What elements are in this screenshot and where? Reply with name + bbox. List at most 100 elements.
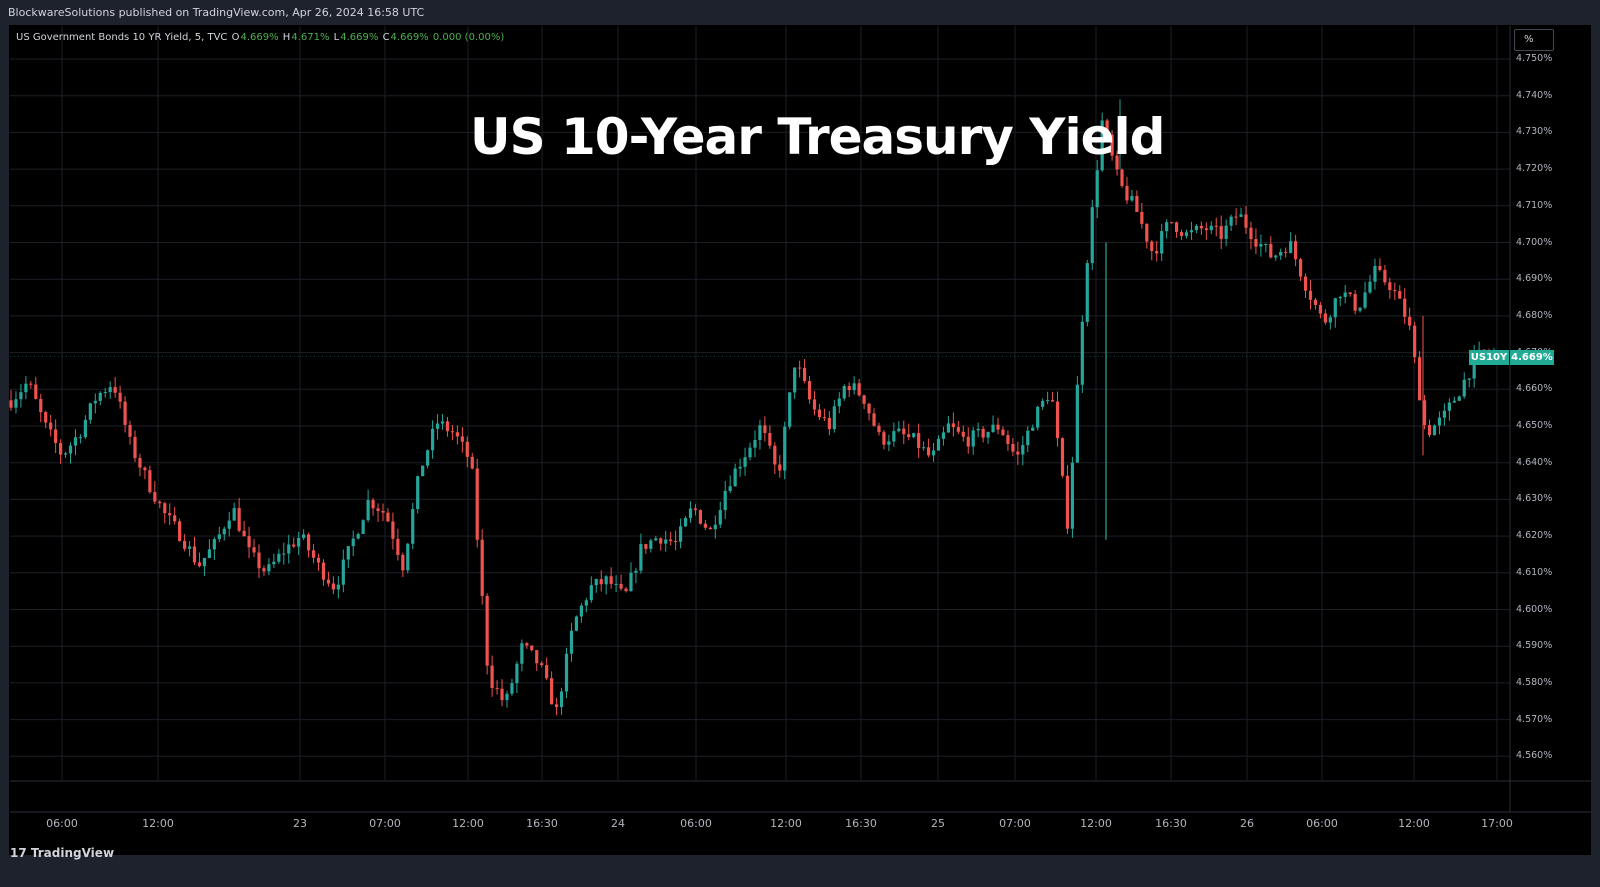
candle-body-up <box>217 534 221 540</box>
chart-panel[interactable] <box>9 25 1591 855</box>
y-tick-label: 4.750% <box>1516 53 1553 64</box>
y-tick-label: 4.710% <box>1516 199 1553 211</box>
candle-body-up <box>63 453 68 455</box>
candle-body-down <box>44 412 48 423</box>
candle-body-down <box>1050 400 1055 402</box>
candle-body-down <box>708 527 712 530</box>
candle-body-up <box>1026 430 1030 446</box>
candle-body-down <box>822 417 827 419</box>
candle-body-up <box>1452 400 1456 403</box>
candle-body-down <box>961 431 965 437</box>
candle-body-up <box>1442 410 1447 418</box>
candle-body-up <box>991 424 995 432</box>
candle-body-up <box>688 508 693 519</box>
candle-body-down <box>619 583 623 589</box>
candle-body-down <box>1323 313 1327 323</box>
candle-body-up <box>356 534 360 539</box>
candle-body-up <box>520 643 524 664</box>
candle-body-up <box>406 543 410 571</box>
candle-body-down <box>1199 225 1203 229</box>
x-tick-label: 26 <box>1240 817 1254 830</box>
candle-body-down <box>9 400 13 408</box>
candle-body-up <box>837 398 841 407</box>
candle-body-down <box>773 445 777 465</box>
y-tick-label: 4.700% <box>1516 236 1553 248</box>
candle-body-down <box>1204 228 1208 231</box>
candle-body-down <box>907 434 911 438</box>
candle-body-down <box>609 576 613 584</box>
y-tick-label: 4.730% <box>1516 126 1553 138</box>
candle-body-up <box>1358 307 1362 311</box>
candle-body-up <box>718 510 722 525</box>
candle-body-down <box>550 678 554 705</box>
candle-body-up <box>505 693 509 701</box>
candle-body-up <box>758 425 762 441</box>
publisher-text: BlockwareSolutions published on TradingV… <box>8 6 425 19</box>
candle-body-down <box>624 588 628 592</box>
candle-body-down <box>1353 294 1357 311</box>
candle-body-down <box>465 441 469 457</box>
candle-body-up <box>594 579 598 586</box>
x-tick-label: 16:30 <box>1155 817 1187 830</box>
candle-body-down <box>475 468 479 540</box>
x-tick-label: 06:00 <box>1306 817 1338 830</box>
x-tick-label: 12:00 <box>1398 817 1430 830</box>
candle-body-up <box>1075 384 1079 463</box>
candle-body-down <box>535 650 539 664</box>
tradingview-logo[interactable]: 17 TradingView <box>10 846 114 860</box>
candle-body-down <box>49 422 53 430</box>
y-tick-label: 4.720% <box>1516 163 1553 175</box>
candle-body-up <box>976 428 980 431</box>
candle-body-down <box>1060 438 1065 476</box>
candle-body-up <box>649 540 653 549</box>
candle-body-up <box>753 440 757 448</box>
legend-high: 4.671% <box>291 32 330 43</box>
candle-body-up <box>683 518 688 527</box>
legend-open: 4.669% <box>240 32 279 43</box>
candle-body-down <box>1313 299 1318 305</box>
y-tick-label: 4.740% <box>1516 89 1553 101</box>
legend-h-label: H <box>282 32 291 43</box>
x-tick-label: 07:00 <box>369 817 401 830</box>
candle-body-down <box>530 645 534 651</box>
candle-body-up <box>728 486 732 491</box>
candle-body-up <box>1080 321 1084 385</box>
candle-body-up <box>222 528 226 535</box>
candle-body-down <box>698 510 703 524</box>
candle-body-down <box>257 552 261 569</box>
candle-body-down <box>956 427 960 432</box>
candle-body-down <box>1170 222 1174 224</box>
y-tick-label: 4.680% <box>1516 309 1553 321</box>
candle-body-up <box>1259 244 1263 247</box>
candle-body-down <box>763 425 767 433</box>
x-tick-label: 07:00 <box>999 817 1031 830</box>
candle-body-up <box>1100 120 1104 171</box>
candle-body-up <box>748 447 752 458</box>
candle-body-up <box>713 524 717 530</box>
y-tick-label: 4.620% <box>1516 530 1553 542</box>
candle-body-down <box>768 432 772 446</box>
candle-body-up <box>341 559 345 585</box>
candle-body-down <box>1006 435 1010 444</box>
candle-body-up <box>639 544 643 571</box>
candle-body-up <box>1432 425 1437 436</box>
candle-body-up <box>783 426 787 471</box>
candle-body-up <box>564 653 569 692</box>
candle-body-up <box>73 437 78 446</box>
percent-scale-button[interactable]: % <box>1514 29 1554 51</box>
candle-body-up <box>1036 406 1040 428</box>
candle-body-up <box>912 433 916 438</box>
x-tick-label: 12:00 <box>142 817 174 830</box>
candle-body-up <box>678 526 683 542</box>
candle-body-down <box>331 583 335 590</box>
x-tick-label: 12:00 <box>770 817 802 830</box>
candle-body-down <box>326 579 331 584</box>
candle-body-down <box>118 392 122 402</box>
candle-body-up <box>738 466 742 469</box>
candle-body-up <box>103 392 107 394</box>
candle-body-up <box>351 538 355 547</box>
candle-body-up <box>1338 296 1342 299</box>
candle-body-up <box>629 572 633 592</box>
candle-body-up <box>1130 196 1134 201</box>
